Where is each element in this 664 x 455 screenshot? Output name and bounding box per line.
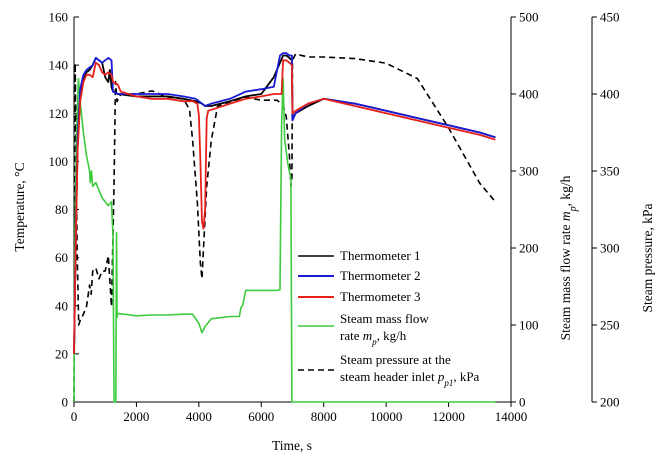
y-left-tick-label: 0 [62,395,69,410]
series-steam-mass-flow [73,77,496,403]
y-left-tick-label: 40 [55,298,68,313]
y-left-tick-label: 160 [49,10,69,25]
y-right1-axis-title: Steam mass flow rate mp, kg/h [558,175,579,340]
y-right1-tick-label: 200 [519,241,539,256]
y-right1-tick-label: 300 [519,164,539,179]
y-right1-title-tail: , kg/h [558,175,573,206]
y-right2-tick-label: 400 [600,87,620,102]
x-tick-label: 12000 [432,409,465,424]
x-tick-label: 0 [71,409,78,424]
y-right1-tick-label: 0 [519,395,526,410]
x-tick-label: 14000 [495,409,528,424]
legend-label-thermometer-1: Thermometer 1 [340,248,421,263]
legend-label-steam-pressure-line1: Steam pressure at the [340,352,451,367]
series-group [73,52,497,403]
y-left-tick-label: 100 [49,154,69,169]
y-left-axis-title: Temperature, °C [12,162,27,251]
y-right1-tick-label: 400 [519,87,539,102]
y-right1-title-sub: p [568,206,579,212]
y-left-tick-label: 120 [49,106,69,121]
series-thermometer-2 [73,52,496,354]
legend-label-thermometer-2: Thermometer 2 [340,268,421,283]
legend-label-steam-mass-flow-line2: rate mp, kg/h [340,328,407,347]
series-thermometer-3 [73,59,496,354]
y-right2-tick-label: 450 [600,10,620,25]
y-right1-tick-label: 500 [519,10,539,25]
y-right2-tick-label: 350 [600,164,620,179]
series-thermometer-1 [73,54,496,354]
series-steam-pressure [73,53,497,403]
legend-label-steam-pressure-line2: steam header inlet pp1, kPa [340,369,480,388]
legend: Thermometer 1 Thermometer 2 Thermometer … [298,248,480,388]
y-right2-tick-label: 200 [600,395,620,410]
y-left-tick-label: 140 [49,58,69,73]
y-left-tick-label: 80 [55,202,68,217]
y-right2-tick-label: 300 [600,241,620,256]
x-tick-label: 10000 [370,409,403,424]
y-right1-title-symbol: m [558,211,573,221]
y-right1-title-main: Steam mass flow rate [558,221,573,340]
y-left-tick-label: 20 [55,346,68,361]
x-tick-label: 2000 [123,409,149,424]
legend-label-thermometer-3: Thermometer 3 [340,289,421,304]
x-tick-label: 4000 [186,409,212,424]
y-right1-tick-label: 100 [519,318,539,333]
y-right2-axis-title: Steam pressure, kPa [640,203,655,312]
y-left-tick-label: 60 [55,250,68,265]
x-axis-title: Time, s [272,438,312,453]
x-tick-label: 8000 [311,409,337,424]
x-tick-label: 6000 [248,409,274,424]
y-right2-tick-label: 250 [600,318,620,333]
legend-label-steam-mass-flow-line1: Steam mass flow [340,311,429,326]
